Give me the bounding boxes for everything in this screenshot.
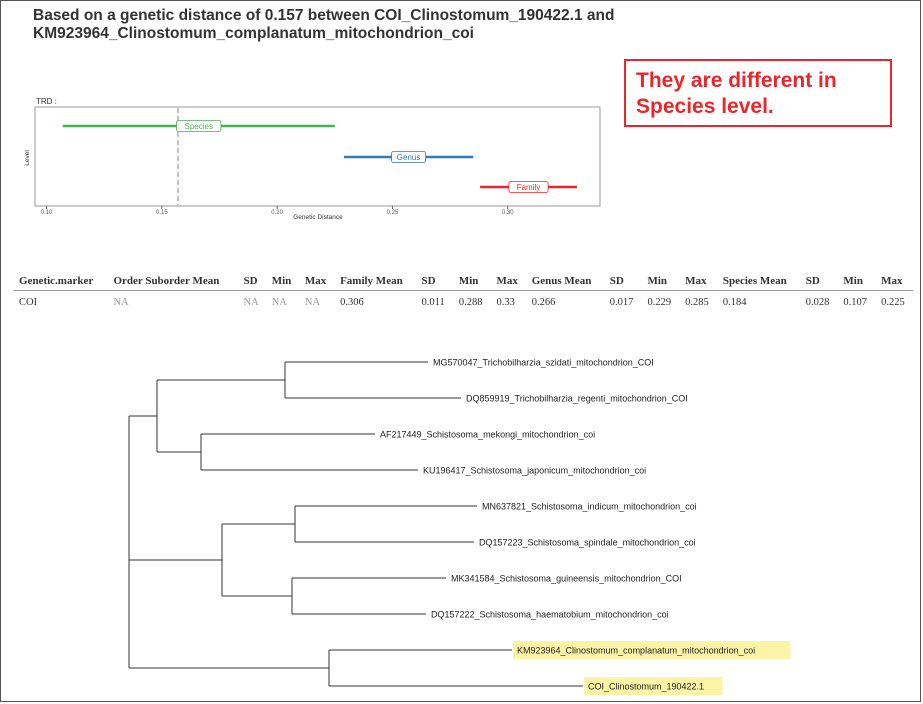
table-header-cell: SD <box>243 275 258 287</box>
table-header-cell: Genus Mean <box>531 275 592 287</box>
table-cell: 0.33 <box>496 297 515 308</box>
table-header-cell: Max <box>881 275 903 287</box>
summary-table: Genetic.marker Order Suborder Mean SD Min Ma… <box>13 274 913 310</box>
table-cell: 0.229 <box>647 297 672 308</box>
table-header-row: Genetic.marker Order Suborder Mean SD Min Ma… <box>13 274 913 291</box>
table-row: COI NA NA NA NA 0.306 0.011 0.288 0.33 0.266 0.017… <box>13 291 913 311</box>
table-header-cell: SD <box>421 275 436 287</box>
table-header-cell: Min <box>647 275 668 287</box>
table-header-cell: Min <box>271 275 292 287</box>
table-header-cell: Max <box>685 275 707 287</box>
page-title: Based on a genetic distance of 0.157 bet… <box>33 7 615 42</box>
table-header-cell: Genetic.marker <box>19 275 94 287</box>
table-cell: NA <box>304 297 321 308</box>
table-cell: 0.285 <box>685 297 709 308</box>
table-body: COI NA NA NA NA 0.306 0.011 0.288 0.33 0.266 0.017… <box>13 291 913 311</box>
table-cell: 0.028 <box>805 297 830 308</box>
table-cell: 0.225 <box>881 297 905 308</box>
table-header-cell: Min <box>843 275 863 287</box>
table-cell: COI <box>19 297 38 308</box>
table-cell: 0.184 <box>722 297 747 308</box>
table-header-cell: Order Suborder Mean <box>113 275 220 287</box>
table-cell: 0.306 <box>340 297 364 308</box>
table-header-cell: Species Mean <box>722 275 787 287</box>
table-cell: 0.266 <box>531 297 556 308</box>
table-header-cell: SD <box>609 275 624 287</box>
table-cell: 0.288 <box>458 297 483 308</box>
table-cell: NA <box>243 297 259 308</box>
table-header-cell: SD <box>805 275 820 287</box>
summary-table-wrap: Genetic.marker Order Suborder Mean SD Min Ma… <box>13 274 913 310</box>
table-header-cell: Max <box>496 275 518 287</box>
table-cell: 0.017 <box>609 297 634 308</box>
table-cell: 0.107 <box>843 297 868 308</box>
table-cell: 0.011 <box>421 297 445 308</box>
table-header-cell: Family Mean <box>340 275 403 287</box>
table-header-cell: Min <box>458 275 479 287</box>
table-cell: NA <box>113 297 129 308</box>
table-header-cell: Max <box>304 275 327 287</box>
table-cell: NA <box>271 297 287 308</box>
conclusion-callout: They are different in Species level. <box>624 59 892 127</box>
